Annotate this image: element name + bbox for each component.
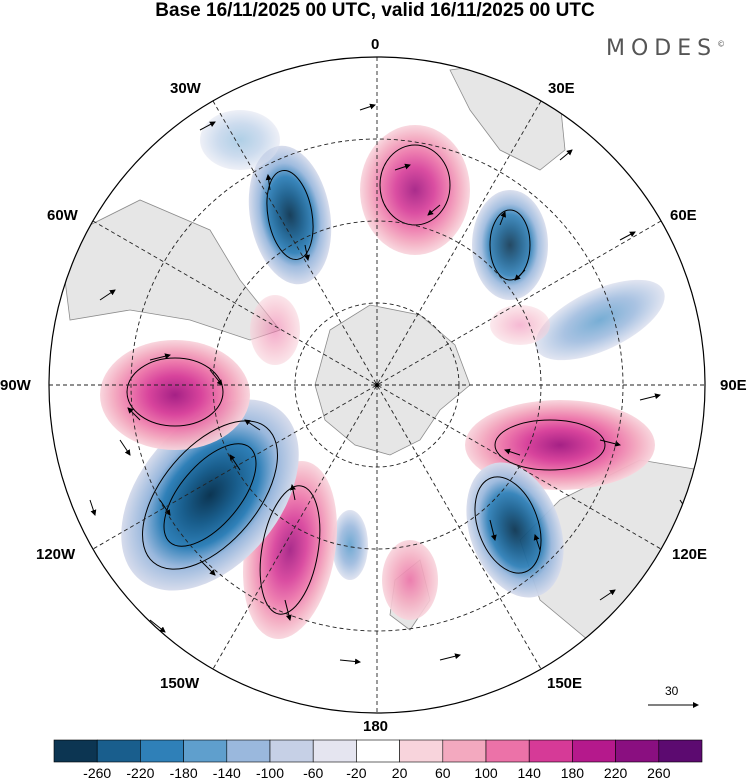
colorbar-segment <box>269 739 314 763</box>
lon-label-180: 180 <box>363 718 389 735</box>
colorbar-segment <box>442 739 487 763</box>
brand-mark: © <box>717 39 726 49</box>
colorbar-labels: -260 -220 -180 -140 -100 -60 -20 20 60 100 140 180 2… <box>0 765 750 783</box>
negative-anomaly-indian <box>472 190 548 300</box>
reference-vector-label: 30 <box>665 684 679 698</box>
colorbar <box>53 739 703 763</box>
lon-label-60w: 60W <box>47 207 78 224</box>
colorbar-tick-label: 100 <box>474 765 498 781</box>
colorbar-segment <box>312 739 357 763</box>
landmass-antarctica <box>314 304 471 456</box>
positive-anomaly-atlantic <box>360 125 470 255</box>
colorbar-tick-label: 20 <box>391 765 408 781</box>
map-border <box>48 56 706 714</box>
lon-label-150w: 150W <box>160 675 200 692</box>
lon-label-60e: 60E <box>670 207 697 224</box>
colorbar-segment <box>485 739 530 763</box>
colorbar-segment <box>226 739 271 763</box>
colorbar-tick-label: -20 <box>346 765 367 781</box>
negative-anomaly-east-indian <box>535 279 665 361</box>
wind-vectors <box>89 103 691 665</box>
colorbar-tick-label: -140 <box>212 765 241 781</box>
colorbar-segment <box>96 739 141 763</box>
lon-label-90e: 90E <box>720 377 747 394</box>
weak-negative-anomaly-weddell <box>200 110 280 170</box>
colorbar-tick-label: -180 <box>169 765 198 781</box>
negative-anomaly-ross <box>332 510 368 580</box>
colorbar-tick-label: 180 <box>560 765 585 781</box>
colorbar-tick-label: 260 <box>647 765 671 781</box>
weak-positive-anomaly-drake <box>250 295 300 365</box>
chart-title: Base 16/11/2025 00 UTC, valid 16/11/2025… <box>155 0 595 21</box>
colorbar-segment <box>615 739 660 763</box>
lon-label-120w: 120W <box>36 546 76 563</box>
modes-logo: MODES© <box>606 36 725 61</box>
colorbar-segment <box>140 739 184 763</box>
negative-anomaly-south-australia <box>466 462 564 598</box>
lon-label-90w: 90W <box>0 377 31 394</box>
weak-positive-anomaly-east <box>490 305 550 345</box>
positive-anomaly-tasman <box>382 540 438 620</box>
colorbar-segment <box>53 739 98 763</box>
colorbar-tick-label: -60 <box>303 765 324 781</box>
colorbar-segment <box>183 739 228 763</box>
lon-label-120e: 120E <box>672 546 708 563</box>
lon-label-30e: 30E <box>548 80 575 97</box>
colorbar-segment <box>572 739 616 763</box>
colorbar-tick-label: -220 <box>126 765 155 781</box>
colorbar-tick-label: 60 <box>435 765 451 781</box>
colorbar-segment <box>399 739 444 763</box>
contour-lines <box>126 144 606 615</box>
colorbar-tick-label: -260 <box>83 765 112 781</box>
colorbar-segment <box>356 739 400 763</box>
lon-label-0: 0 <box>371 36 380 53</box>
graticule <box>49 57 705 713</box>
lon-label-30w: 30W <box>170 80 201 97</box>
positive-anomaly-southeast-pacific <box>100 340 250 450</box>
colorbar-tick-label: -100 <box>255 765 285 781</box>
lon-label-150e: 150E <box>547 675 583 692</box>
colorbar-tick-label: 140 <box>517 765 541 781</box>
colorbar-segment <box>528 739 573 763</box>
colorbar-segment <box>658 739 703 763</box>
negative-anomaly-south-atlantic <box>248 145 332 285</box>
brand-text: MODES <box>606 36 718 61</box>
colorbar-tick-label: 220 <box>603 765 628 781</box>
map-field <box>49 57 705 713</box>
